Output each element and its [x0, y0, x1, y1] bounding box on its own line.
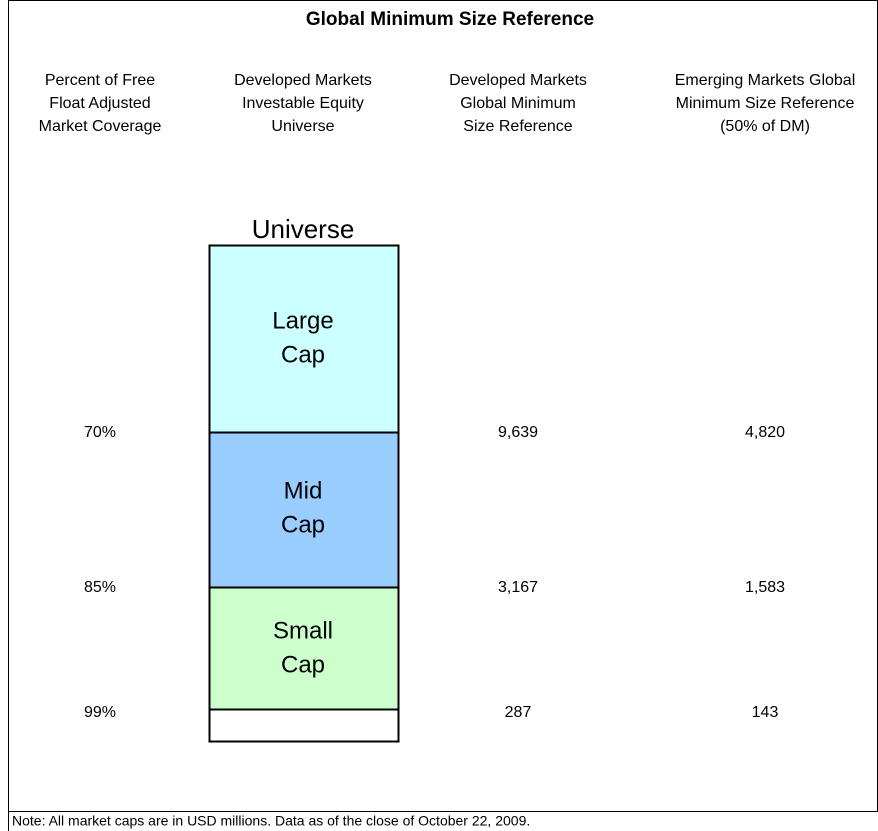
column-header: Minimum Size Reference [676, 95, 855, 112]
universe-label: Universe [252, 214, 355, 244]
segment-label: Cap [281, 341, 325, 368]
column-header: Developed Markets [234, 72, 372, 89]
note: Note: All market caps are in USD million… [12, 813, 530, 829]
large-cap-box [208, 244, 400, 434]
column-header: Universe [271, 118, 334, 135]
row-value: 99% [84, 704, 116, 721]
row-value: 143 [752, 704, 779, 721]
column-header: Percent of Free [45, 72, 155, 89]
small-cap-box [208, 586, 400, 711]
row-value: 1,583 [745, 579, 785, 596]
column-header: Size Reference [463, 118, 572, 135]
column-header: Global Minimum [460, 95, 576, 112]
column-header: (50% of DM) [720, 118, 810, 135]
row-value: 4,820 [745, 424, 785, 441]
column-header: Market Coverage [39, 118, 162, 135]
row-value: 9,639 [498, 424, 538, 441]
title: Global Minimum Size Reference [306, 9, 594, 30]
mid-cap-box [208, 431, 400, 589]
column-header: Developed Markets [449, 72, 587, 89]
segment-label: Small [273, 617, 333, 644]
remainder-box [208, 708, 400, 743]
segment-label: Cap [281, 511, 325, 538]
row-value: 287 [505, 704, 532, 721]
column-header: Float Adjusted [49, 95, 150, 112]
row-value: 70% [84, 424, 116, 441]
segment-label: Mid [284, 477, 323, 504]
segment-label: Large [272, 307, 333, 334]
segment-label: Cap [281, 651, 325, 678]
column-header: Emerging Markets Global [675, 72, 856, 89]
row-value: 85% [84, 579, 116, 596]
column-header: Investable Equity [242, 95, 364, 112]
row-value: 3,167 [498, 579, 538, 596]
